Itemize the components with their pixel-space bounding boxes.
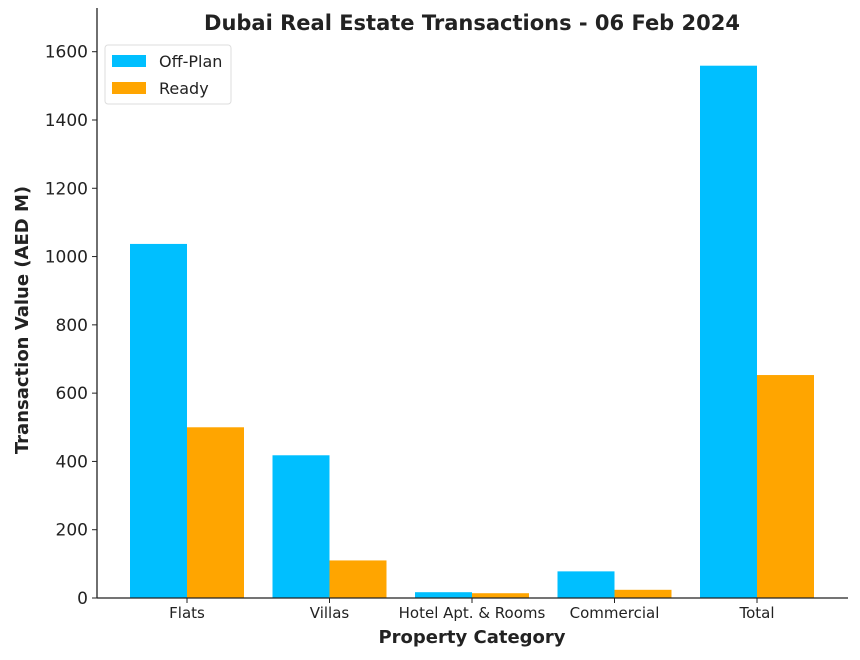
bar-ready-4: [757, 375, 814, 598]
x-tick-label: Villas: [310, 604, 350, 622]
bar-off-plan-2: [415, 592, 472, 598]
bar-off-plan-0: [130, 243, 187, 598]
x-tick-label: Commercial: [570, 604, 660, 622]
bar-ready-1: [329, 560, 387, 598]
bar-off-plan-3: [557, 571, 615, 598]
y-tick-label: 400: [56, 452, 88, 472]
y-tick-label: 1200: [45, 179, 88, 199]
bar-ready-2: [472, 593, 529, 598]
y-tick-label: 800: [56, 316, 88, 336]
bar-ready-0: [187, 427, 244, 598]
y-tick-label: 0: [77, 589, 88, 609]
x-tick-label: Total: [738, 604, 774, 622]
bar-off-plan-4: [700, 65, 757, 599]
legend: Off-Plan Ready: [104, 44, 232, 105]
y-tick-label: 200: [56, 521, 88, 541]
bar-off-plan-1: [272, 455, 330, 598]
legend-label: Ready: [159, 79, 209, 98]
bar-ready-3: [614, 589, 672, 598]
legend-swatch-ready: [112, 82, 146, 94]
y-tick-label: 600: [56, 384, 88, 404]
y-tick-label: 1400: [45, 111, 88, 131]
y-axis-label: Transaction Value (AED M): [12, 186, 33, 454]
x-tick-label: Hotel Apt. & Rooms: [399, 604, 546, 622]
x-axis-label: Property Category: [378, 627, 565, 648]
y-tick-label: 1600: [45, 43, 88, 63]
y-tick-label: 1000: [45, 248, 88, 268]
legend-swatch-off-plan: [112, 55, 146, 67]
x-tick-label: Flats: [169, 604, 205, 622]
legend-label: Off-Plan: [159, 52, 222, 71]
chart-title: Dubai Real Estate Transactions - 06 Feb …: [204, 11, 740, 35]
